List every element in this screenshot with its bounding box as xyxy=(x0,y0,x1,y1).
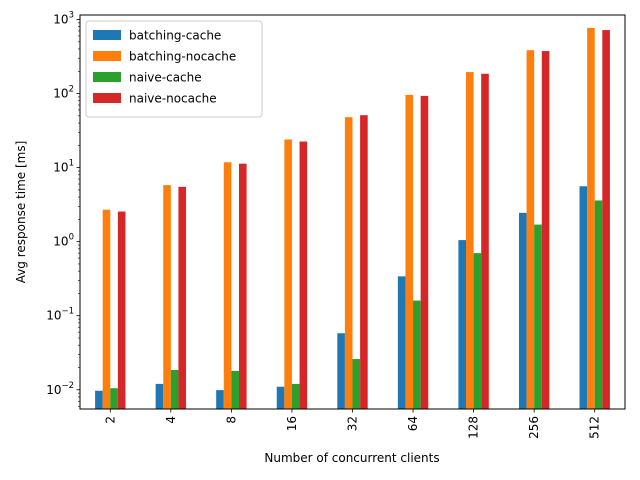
bar-naive-nocache-32 xyxy=(360,115,368,409)
x-tick-label-4: 4 xyxy=(164,416,178,424)
bar-naive-nocache-4 xyxy=(178,186,187,409)
bar-batching-cache-8 xyxy=(216,390,224,409)
legend-label-naive-cache: naive-cache xyxy=(129,71,202,85)
x-tick-label-16: 16 xyxy=(285,416,299,431)
y-tick-label: 102 xyxy=(53,85,74,101)
legend-label-naive-nocache: naive-nocache xyxy=(129,92,217,106)
bar-naive-cache-2 xyxy=(110,388,118,409)
legend-label-batching-nocache: batching-nocache xyxy=(129,50,236,64)
bar-naive-cache-64 xyxy=(413,300,421,409)
bar-naive-cache-32 xyxy=(352,359,361,409)
bar-batching-cache-64 xyxy=(397,276,406,409)
bar-batching-cache-256 xyxy=(518,212,527,409)
bars-group xyxy=(95,27,610,410)
legend-swatch-batching-nocache xyxy=(93,51,121,61)
bar-batching-cache-32 xyxy=(337,333,345,409)
bar-batching-cache-16 xyxy=(276,386,285,409)
bar-naive-cache-8 xyxy=(231,370,239,409)
bar-batching-nocache-128 xyxy=(466,72,474,409)
bar-naive-cache-128 xyxy=(473,253,482,409)
bar-batching-cache-4 xyxy=(155,383,164,409)
legend-label-batching-cache: batching-cache xyxy=(129,29,221,43)
y-axis-label: Avg response time [ms] xyxy=(14,141,28,284)
bar-naive-nocache-2 xyxy=(117,211,126,409)
x-tick-label-32: 32 xyxy=(346,416,360,431)
bar-batching-nocache-64 xyxy=(405,94,414,409)
bar-batching-cache-2 xyxy=(95,390,103,409)
bar-naive-cache-16 xyxy=(291,383,300,409)
bar-naive-nocache-128 xyxy=(481,73,489,410)
legend-swatch-naive-nocache xyxy=(93,93,121,103)
y-tick-label: 10−1 xyxy=(46,307,74,323)
legend-swatch-batching-cache xyxy=(93,30,121,40)
bar-naive-cache-4 xyxy=(170,369,179,409)
bar-naive-nocache-64 xyxy=(420,95,429,409)
bar-naive-nocache-8 xyxy=(238,163,247,409)
x-tick-label-8: 8 xyxy=(224,416,238,424)
legend-swatch-naive-cache xyxy=(93,72,121,82)
y-tick-label: 10−2 xyxy=(46,381,74,397)
plot-frame xyxy=(79,14,626,410)
x-tick-label-512: 512 xyxy=(588,416,602,439)
bar-batching-nocache-16 xyxy=(284,139,292,409)
legend-box xyxy=(85,20,263,118)
bar-batching-nocache-256 xyxy=(526,50,535,410)
y-tick-label: 101 xyxy=(53,159,74,175)
bar-batching-nocache-4 xyxy=(163,185,171,409)
x-tick-label-256: 256 xyxy=(527,416,541,439)
y-tick-label: 103 xyxy=(53,10,74,26)
bar-naive-nocache-512 xyxy=(602,30,610,409)
bar-naive-nocache-16 xyxy=(299,141,308,409)
x-axis-label: Number of concurrent clients xyxy=(264,451,439,465)
bar-naive-cache-256 xyxy=(534,224,542,409)
bar-batching-nocache-2 xyxy=(102,209,111,409)
legend: batching-cache batching-nocache naive-cach… xyxy=(85,20,263,118)
bar-naive-nocache-256 xyxy=(541,51,550,409)
bar-batching-cache-128 xyxy=(458,240,467,409)
x-tick-label-2: 2 xyxy=(103,416,117,424)
x-tick-label-128: 128 xyxy=(467,416,481,439)
x-tick-label-64: 64 xyxy=(406,416,420,431)
y-axis-ticks: 10−2 10−1 100 101 102 103 xyxy=(46,10,80,407)
bar-batching-nocache-32 xyxy=(344,117,353,410)
y-tick-label: 100 xyxy=(53,233,74,249)
bar-batching-nocache-512 xyxy=(587,27,595,409)
bar-batching-cache-512 xyxy=(579,186,588,409)
x-axis-ticks: 2 4 8 16 32 64 128 256 512 xyxy=(103,409,602,439)
bar-batching-nocache-8 xyxy=(223,162,232,409)
bar-naive-cache-512 xyxy=(594,200,603,409)
